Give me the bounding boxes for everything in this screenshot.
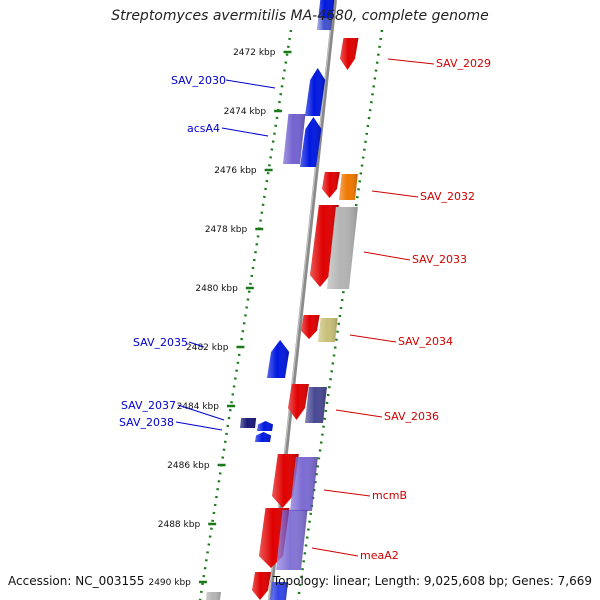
gene-sav-2036-red-shading: [288, 384, 309, 420]
gene-sav-2034-red-shading: [301, 315, 320, 339]
gene-labels: SAV_2029 SAV_2030 acsA4 SAV_2032 SAV_2033 SAV…: [119, 57, 491, 562]
tick-label: 2474 kbp: [224, 107, 267, 117]
gene-bottom-gray-shading: [206, 592, 221, 600]
accession-text: Accession: NC_003155: [8, 574, 145, 588]
gene-label-sav-2032: SAV_2032: [420, 190, 475, 203]
gene-bottom-red-shading: [252, 572, 272, 600]
label-leader-sav-2038: [175, 421, 223, 431]
tick-label: 2472 kbp: [233, 48, 276, 58]
gene-bottom-blue-shading: [270, 582, 288, 600]
gene-sav-2032-red-shading: [322, 172, 340, 198]
gene-label-meaa2: meaA2: [360, 549, 399, 562]
gene-label-sav-2033: SAV_2033: [412, 253, 467, 266]
label-leader-sav-2034: [349, 334, 397, 343]
gene-sav-2038-a-shading: [257, 421, 274, 431]
map-title: Streptomyces avermitilis MA-4680, comple…: [111, 8, 489, 24]
label-leader-mcmb: [323, 489, 371, 497]
gene-acsa4-purple-shading: [283, 114, 306, 164]
gene-acsa4-blue-shading: [300, 117, 322, 167]
gene-sav-2037-shading: [240, 418, 257, 428]
gene-sav-2029-shading: [340, 38, 359, 70]
gene-sav-2033-red-shading: [310, 205, 339, 287]
gene-sav-2038-b-shading: [255, 432, 272, 442]
scale-ticks: 2472 kbp 2474 kbp 2476 kbp 2478 kbp 2480 kbp…: [148, 48, 292, 588]
gene-sav-2033-gray-shading: [327, 207, 358, 289]
label-leader-sav-2037: [177, 404, 225, 421]
label-leader-meaa2: [311, 547, 359, 557]
tick-label: 2476 kbp: [214, 166, 257, 176]
tick-label: 2486 kbp: [167, 461, 210, 471]
gene-track: [206, 0, 359, 600]
label-leader-sav-2035: [188, 341, 205, 348]
gene-sav-2036-purple-shading: [305, 387, 327, 423]
footer: Accession: NC_003155 Topology: linear; L…: [8, 574, 592, 592]
tick-label: 2480 kbp: [195, 284, 238, 294]
gene-sav-2034-khaki-shading: [318, 318, 338, 342]
label-leader-acsa4: [221, 127, 269, 137]
gene-label-sav-2030: SAV_2030: [171, 74, 226, 87]
gene-top-stub-light-shading: [317, 18, 333, 30]
tick-label: 2490 kbp: [148, 578, 191, 588]
tick-label: 2484 kbp: [177, 402, 220, 412]
gene-label-sav-2029: SAV_2029: [436, 57, 491, 70]
gene-label-sav-2038: SAV_2038: [119, 416, 174, 429]
gene-label-mcmb: mcmB: [372, 489, 407, 502]
gene-label-sav-2035: SAV_2035: [133, 336, 188, 349]
tick-label: 2482 kbp: [186, 343, 229, 353]
label-leader-sav-2030: [225, 79, 276, 89]
tick-label: 2488 kbp: [158, 520, 201, 530]
gene-meaa2-purple-shading: [276, 510, 308, 570]
gene-label-acsa4: acsA4: [187, 122, 220, 135]
gene-label-sav-2037: SAV_2037: [121, 399, 176, 412]
label-leader-sav-2029: [387, 58, 435, 65]
guide-left: [198, 29, 293, 600]
label-leader-sav-2033: [363, 251, 411, 261]
gene-sav-2030-shading: [305, 68, 326, 116]
genome-info-text: Topology: linear; Length: 9,025,608 bp; …: [272, 574, 592, 588]
tick-label: 2478 kbp: [205, 225, 248, 235]
gene-label-sav-2036: SAV_2036: [384, 410, 439, 423]
label-leader-sav-2036: [335, 409, 383, 418]
gene-sav-2032-orange-shading: [339, 174, 358, 200]
gene-mcmb-purple-shading: [290, 457, 318, 511]
label-leader-sav-2032: [371, 190, 419, 198]
gene-sav-2035-shading: [267, 340, 290, 378]
gene-label-sav-2034: SAV_2034: [398, 335, 453, 348]
